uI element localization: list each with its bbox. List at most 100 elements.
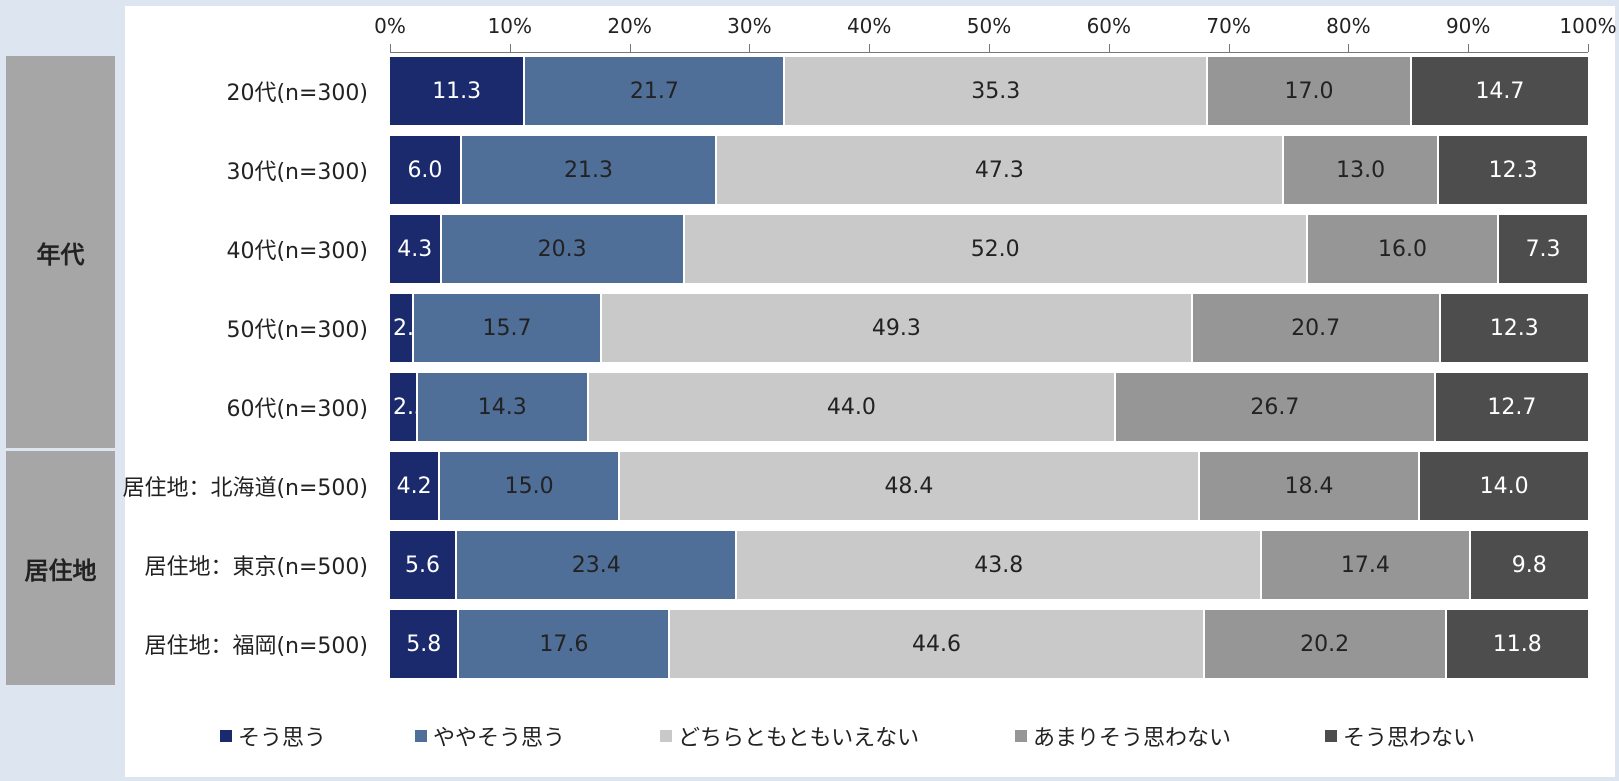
category-label: 40代(n=300) <box>226 239 368 264</box>
bar-segment: 5.8 <box>390 610 460 678</box>
bar-segment: 14.3 <box>417 373 589 441</box>
data-label: 14.7 <box>1475 78 1525 104</box>
legend-item: あまりそう思わない <box>1015 720 1231 752</box>
legend-swatch <box>415 730 427 742</box>
bar-segment: 15.7 <box>413 294 603 362</box>
data-label: 20.3 <box>537 236 587 262</box>
data-label: 17.6 <box>539 631 589 657</box>
legend-swatch <box>220 730 232 742</box>
bar-segment: 2.3 <box>390 373 428 441</box>
bar-segment: 20.7 <box>1192 294 1441 362</box>
category-label: 居住地：福岡(n=500) <box>144 634 368 659</box>
x-tick-mark <box>509 44 511 52</box>
legend-label: そう思わない <box>1343 726 1476 751</box>
legend-label: ややそう思う <box>433 726 566 751</box>
x-tick-mark <box>629 44 631 52</box>
x-tick-label: 100% <box>1559 14 1617 38</box>
data-label: 16.0 <box>1378 236 1427 262</box>
x-tick-mark <box>1228 44 1230 52</box>
data-label: 20.2 <box>1300 631 1350 657</box>
category-label: 60代(n=300) <box>226 397 368 422</box>
data-label: 11.8 <box>1492 631 1542 657</box>
data-label: 11.3 <box>432 78 482 104</box>
bar-segment: 44.0 <box>588 373 1116 441</box>
category-label: 居住地：北海道(n=500) <box>122 476 368 501</box>
bar-segment: 15.0 <box>440 452 620 520</box>
x-tick-mark <box>749 44 751 52</box>
legend-label: あまりそう思わない <box>1033 726 1232 751</box>
bar-segment: 4.3 <box>390 215 442 283</box>
x-tick-label: 80% <box>1326 14 1371 38</box>
data-label: 5.6 <box>405 552 441 578</box>
x-tick-label: 30% <box>727 14 772 38</box>
data-label: 44.0 <box>826 394 876 420</box>
legend-swatch <box>1015 730 1027 742</box>
bar-segment: 13.0 <box>1283 136 1440 204</box>
data-label: 17.0 <box>1284 78 1334 104</box>
data-label: 6.0 <box>407 157 443 183</box>
legend-swatch <box>1325 730 1337 742</box>
bar-segment: 17.4 <box>1262 531 1471 599</box>
x-tick-label: 60% <box>1086 14 1132 38</box>
data-label: 15.7 <box>482 315 532 341</box>
data-label: 14.0 <box>1479 473 1529 499</box>
data-label: 14.3 <box>477 394 527 420</box>
data-label: 26.7 <box>1250 394 1300 420</box>
bar-segment: 43.8 <box>737 531 1263 599</box>
bar-segment: 20.2 <box>1204 610 1447 678</box>
bar-segment: 26.7 <box>1115 373 1436 441</box>
bar-segment: 6.0 <box>390 136 462 204</box>
data-label: 4.3 <box>397 236 433 262</box>
data-label: 4.2 <box>396 473 432 499</box>
data-label: 21.7 <box>629 78 679 104</box>
x-tick-label: 90% <box>1445 14 1491 38</box>
data-label: 52.0 <box>970 236 1020 262</box>
x-tick-mark <box>1348 44 1350 52</box>
category-label: 50代(n=300) <box>226 318 368 343</box>
category-label: 居住地：東京(n=500) <box>144 555 368 580</box>
x-tick-mark <box>869 44 871 52</box>
data-label: 12.3 <box>1489 315 1539 341</box>
bar-segment: 12.7 <box>1435 373 1588 441</box>
bar-segment: 21.7 <box>525 57 786 125</box>
bar-segment: 48.4 <box>620 452 1200 520</box>
bar-segment: 2.0 <box>390 294 428 362</box>
legend-label: そう思う <box>238 726 327 751</box>
bar-segment: 17.6 <box>459 610 671 678</box>
bar-segment: 11.3 <box>390 57 526 125</box>
data-label: 35.3 <box>971 78 1021 104</box>
category-label: 30代(n=300) <box>226 160 368 185</box>
data-label: 18.4 <box>1284 473 1334 499</box>
data-label: 49.3 <box>871 315 921 341</box>
legend-item: どちらともともいえない <box>660 720 919 752</box>
bar-segment: 52.0 <box>684 215 1308 283</box>
x-tick-label: 70% <box>1206 14 1251 38</box>
category-label: 20代(n=300) <box>226 81 368 106</box>
data-label: 7.3 <box>1525 236 1561 262</box>
bar-segment: 14.0 <box>1420 452 1588 520</box>
x-tick-mark <box>390 44 391 52</box>
bar-segment: 16.0 <box>1307 215 1500 283</box>
bar-segment: 5.6 <box>390 531 458 599</box>
data-label: 12.3 <box>1488 157 1538 183</box>
bar-segment: 23.4 <box>457 531 738 599</box>
x-axis-line <box>390 52 1588 53</box>
data-label: 12.7 <box>1487 394 1537 420</box>
legend-item: そう思わない <box>1325 720 1475 752</box>
bar-segment: 18.4 <box>1199 452 1421 520</box>
x-tick-mark <box>1588 44 1589 52</box>
x-tick-label: 50% <box>966 14 1012 38</box>
data-label: 23.4 <box>571 552 621 578</box>
legend-label: どちらともともいえない <box>678 726 920 751</box>
data-label: 47.3 <box>974 157 1024 183</box>
x-tick-label: 10% <box>487 14 533 38</box>
data-label: 13.0 <box>1336 157 1386 183</box>
x-tick-label: 0% <box>374 14 406 38</box>
bar-segment: 7.3 <box>1499 215 1587 283</box>
data-label: 9.8 <box>1511 552 1547 578</box>
x-tick-mark <box>1468 44 1470 52</box>
bar-segment: 12.3 <box>1440 294 1588 362</box>
bar-segment: 20.3 <box>441 215 685 283</box>
bar-segment: 14.7 <box>1411 57 1588 125</box>
bar-segment: 4.2 <box>390 452 441 520</box>
